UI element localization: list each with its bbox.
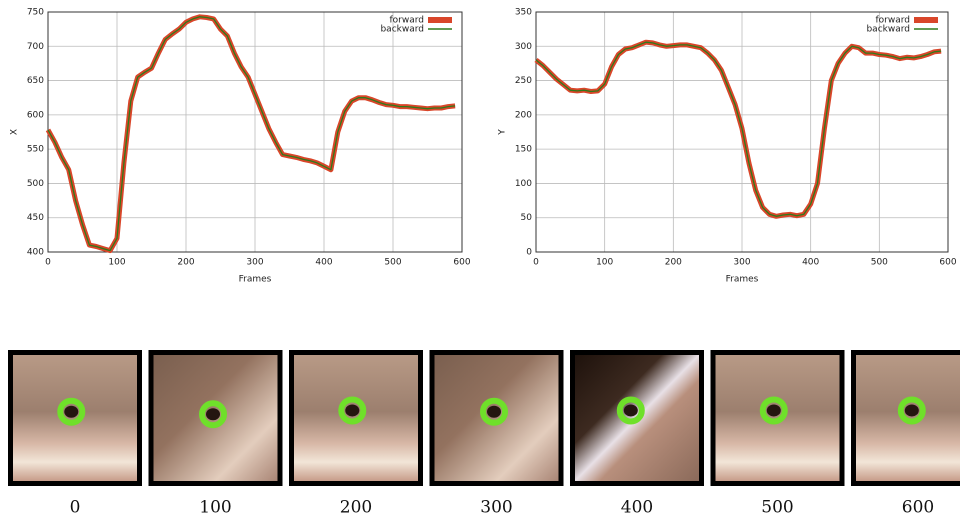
thumbnail-label: 600 [902,498,934,518]
thumbnail-label: 200 [340,498,372,518]
x-tick-label: 500 [384,258,401,268]
series-line [534,39,942,219]
x-tick-label: 400 [802,258,819,268]
x-tick-label: 300 [246,258,263,268]
tracking-marker [616,396,645,425]
tracking-marker [199,400,228,429]
y-tick-label: 550 [27,145,44,155]
x-tick-label: 100 [596,258,613,268]
y-tick-label: 700 [27,42,44,52]
y-tick-label: 150 [515,145,532,155]
eye-pupil [64,405,79,418]
tracking-marker [759,396,788,425]
eye-pupil [623,404,638,417]
thumbnail-image [434,355,559,481]
series-line [45,14,456,254]
tracking-marker [338,396,367,425]
legend-swatch [914,17,938,23]
series-line [535,41,942,217]
x-tick-label: 200 [177,258,194,268]
legend-label: forward [389,16,424,26]
eye-pupil [904,404,919,417]
eye-pupil [345,404,360,417]
thumbnail-label: 400 [621,498,653,518]
x-tick-label: 500 [871,258,888,268]
x-tick-label: 300 [733,258,750,268]
y-tick-label: 250 [515,76,532,86]
x-axis-title: Frames [239,275,272,285]
y-tick-label: 400 [27,248,44,258]
y-tick-label: 750 [27,8,44,18]
x-tick-label: 0 [45,258,51,268]
legend-swatch [428,17,452,23]
x-tick-label: 200 [665,258,682,268]
x-tick-label: 0 [533,258,539,268]
y-axis-title: X [10,129,20,135]
tracking-marker [897,396,926,425]
x-tick-label: 400 [315,258,332,268]
plot-frame [535,11,949,253]
x-tick-label: 600 [939,258,956,268]
y-tick-label: 650 [27,76,44,86]
x-tick-label: 600 [453,258,470,268]
y-tick-label: 500 [27,179,44,189]
thumbnail-image [13,355,137,481]
eye-pupil [487,405,502,418]
eye-pupil [766,404,781,417]
y-tick-label: 200 [515,110,532,120]
thumbnail-label: 0 [70,498,81,518]
y-axis-title: Y [498,129,508,136]
legend-label: forward [875,16,910,26]
thumbnail-label: 100 [199,498,231,518]
y-tick-label: 50 [521,213,533,223]
y-tick-label: 600 [27,110,44,120]
thumbnail-label: 300 [480,498,512,518]
tracking-marker [480,397,509,426]
y-tick-label: 300 [515,42,532,52]
y-tick-label: 450 [27,213,44,223]
series-line [47,16,456,252]
legend-label: backward [866,25,910,35]
tracking-marker [57,397,86,426]
y-tick-label: 350 [515,8,532,18]
y-tick-label: 100 [515,179,532,189]
eye-pupil [206,408,221,421]
thumbnail-label: 500 [761,498,793,518]
y-tick-label: 0 [526,248,532,258]
x-axis-title: Frames [726,275,759,285]
x-tick-label: 100 [108,258,125,268]
legend-label: backward [380,25,424,35]
